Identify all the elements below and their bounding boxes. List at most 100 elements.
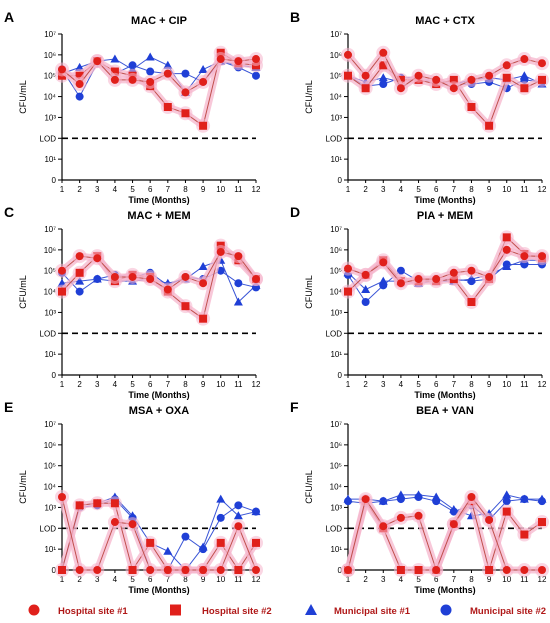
y-tick-label: LOD bbox=[326, 329, 343, 338]
data-point bbox=[396, 279, 405, 288]
panel-letter: A bbox=[4, 9, 14, 25]
data-point bbox=[449, 84, 458, 93]
data-point bbox=[75, 71, 84, 80]
data-point bbox=[110, 518, 119, 527]
y-tick-label: 10⁷ bbox=[330, 30, 342, 39]
data-point bbox=[234, 252, 243, 261]
data-point bbox=[145, 52, 155, 61]
data-point bbox=[396, 266, 405, 275]
data-point bbox=[216, 247, 225, 256]
data-point bbox=[234, 279, 243, 288]
x-tick-label: 7 bbox=[452, 185, 457, 194]
x-tick-label: 10 bbox=[502, 575, 511, 584]
x-tick-label: 10 bbox=[502, 185, 511, 194]
data-point bbox=[432, 275, 441, 284]
legend-item-municipal-site-1: Municipal site #1 bbox=[305, 604, 411, 617]
x-tick-label: 6 bbox=[148, 575, 153, 584]
data-point bbox=[110, 499, 119, 508]
data-point bbox=[75, 287, 84, 296]
data-point bbox=[344, 566, 352, 574]
x-tick-label: 9 bbox=[487, 185, 492, 194]
data-point bbox=[198, 262, 208, 271]
data-point bbox=[344, 50, 352, 59]
series-line-2 bbox=[348, 494, 542, 517]
data-point bbox=[466, 274, 476, 283]
x-tick-label: 6 bbox=[434, 380, 439, 389]
chart-title: MSA + OXA bbox=[129, 405, 189, 417]
x-tick-label: 1 bbox=[346, 575, 351, 584]
x-axis-title: Time (Months) bbox=[128, 585, 189, 595]
y-tick-label: 10³ bbox=[44, 503, 56, 512]
chart-title: BEA + VAN bbox=[416, 405, 474, 417]
y-tick-label: 10⁷ bbox=[330, 420, 342, 429]
data-point bbox=[181, 272, 190, 281]
data-point bbox=[449, 520, 458, 529]
y-tick-label: 10¹ bbox=[330, 155, 342, 164]
data-point bbox=[519, 494, 529, 503]
data-point bbox=[75, 92, 84, 101]
x-tick-label: 9 bbox=[487, 575, 492, 584]
panel-letter: D bbox=[290, 204, 300, 220]
data-point bbox=[449, 75, 458, 84]
chart-title: MAC + MEM bbox=[127, 210, 190, 222]
data-point bbox=[93, 566, 102, 574]
data-point bbox=[252, 55, 260, 64]
x-tick-label: 6 bbox=[148, 185, 153, 194]
data-point bbox=[520, 530, 529, 539]
y-tick-label: 10⁵ bbox=[44, 72, 56, 81]
x-tick-label: 8 bbox=[183, 575, 188, 584]
data-point bbox=[128, 75, 137, 84]
data-point bbox=[379, 48, 388, 57]
data-point bbox=[344, 71, 352, 80]
y-tick-label: 10⁴ bbox=[44, 288, 57, 297]
x-tick-label: 5 bbox=[416, 185, 421, 194]
y-axis-title: CFU/mL bbox=[304, 275, 314, 309]
x-axis-title: Time (Months) bbox=[414, 585, 475, 595]
data-point bbox=[110, 272, 119, 281]
data-point bbox=[502, 245, 511, 254]
x-tick-label: 8 bbox=[469, 185, 474, 194]
y-axis-title: CFU/mL bbox=[18, 275, 28, 309]
data-point bbox=[58, 266, 66, 275]
data-point bbox=[92, 274, 102, 283]
y-tick-label: LOD bbox=[40, 329, 57, 338]
data-point bbox=[502, 73, 511, 82]
x-tick-label: 7 bbox=[166, 575, 171, 584]
chart-title: MAC + CIP bbox=[131, 15, 187, 27]
data-point bbox=[146, 538, 155, 547]
x-tick-label: 3 bbox=[381, 575, 386, 584]
y-tick-label: 10⁴ bbox=[44, 483, 57, 492]
data-point bbox=[163, 566, 172, 574]
data-point bbox=[216, 566, 225, 574]
y-tick-label: 10¹ bbox=[44, 545, 56, 554]
data-point bbox=[75, 276, 85, 285]
data-point bbox=[128, 566, 137, 574]
y-tick-label: 0 bbox=[338, 371, 343, 380]
x-tick-label: 2 bbox=[77, 380, 82, 389]
panel-letter: C bbox=[4, 204, 14, 220]
data-point bbox=[467, 493, 476, 501]
x-tick-label: 1 bbox=[346, 185, 351, 194]
series-line-0 bbox=[347, 496, 542, 572]
data-point bbox=[467, 298, 476, 306]
panel-letter: F bbox=[290, 399, 299, 415]
data-point bbox=[431, 492, 441, 501]
data-point bbox=[379, 258, 388, 267]
data-point bbox=[75, 80, 84, 89]
data-point bbox=[520, 84, 529, 93]
y-axis-title: CFU/mL bbox=[18, 470, 28, 504]
data-point bbox=[502, 262, 512, 271]
data-point bbox=[198, 542, 208, 551]
x-tick-label: 4 bbox=[399, 380, 404, 389]
data-point bbox=[234, 522, 243, 531]
data-point bbox=[163, 285, 172, 294]
data-point bbox=[58, 493, 66, 501]
data-point bbox=[538, 252, 546, 261]
x-tick-label: 10 bbox=[216, 380, 225, 389]
x-tick-label: 7 bbox=[166, 380, 171, 389]
legend-item-hospital-site-1: Hospital site #1 bbox=[28, 604, 128, 617]
data-point bbox=[485, 272, 494, 281]
